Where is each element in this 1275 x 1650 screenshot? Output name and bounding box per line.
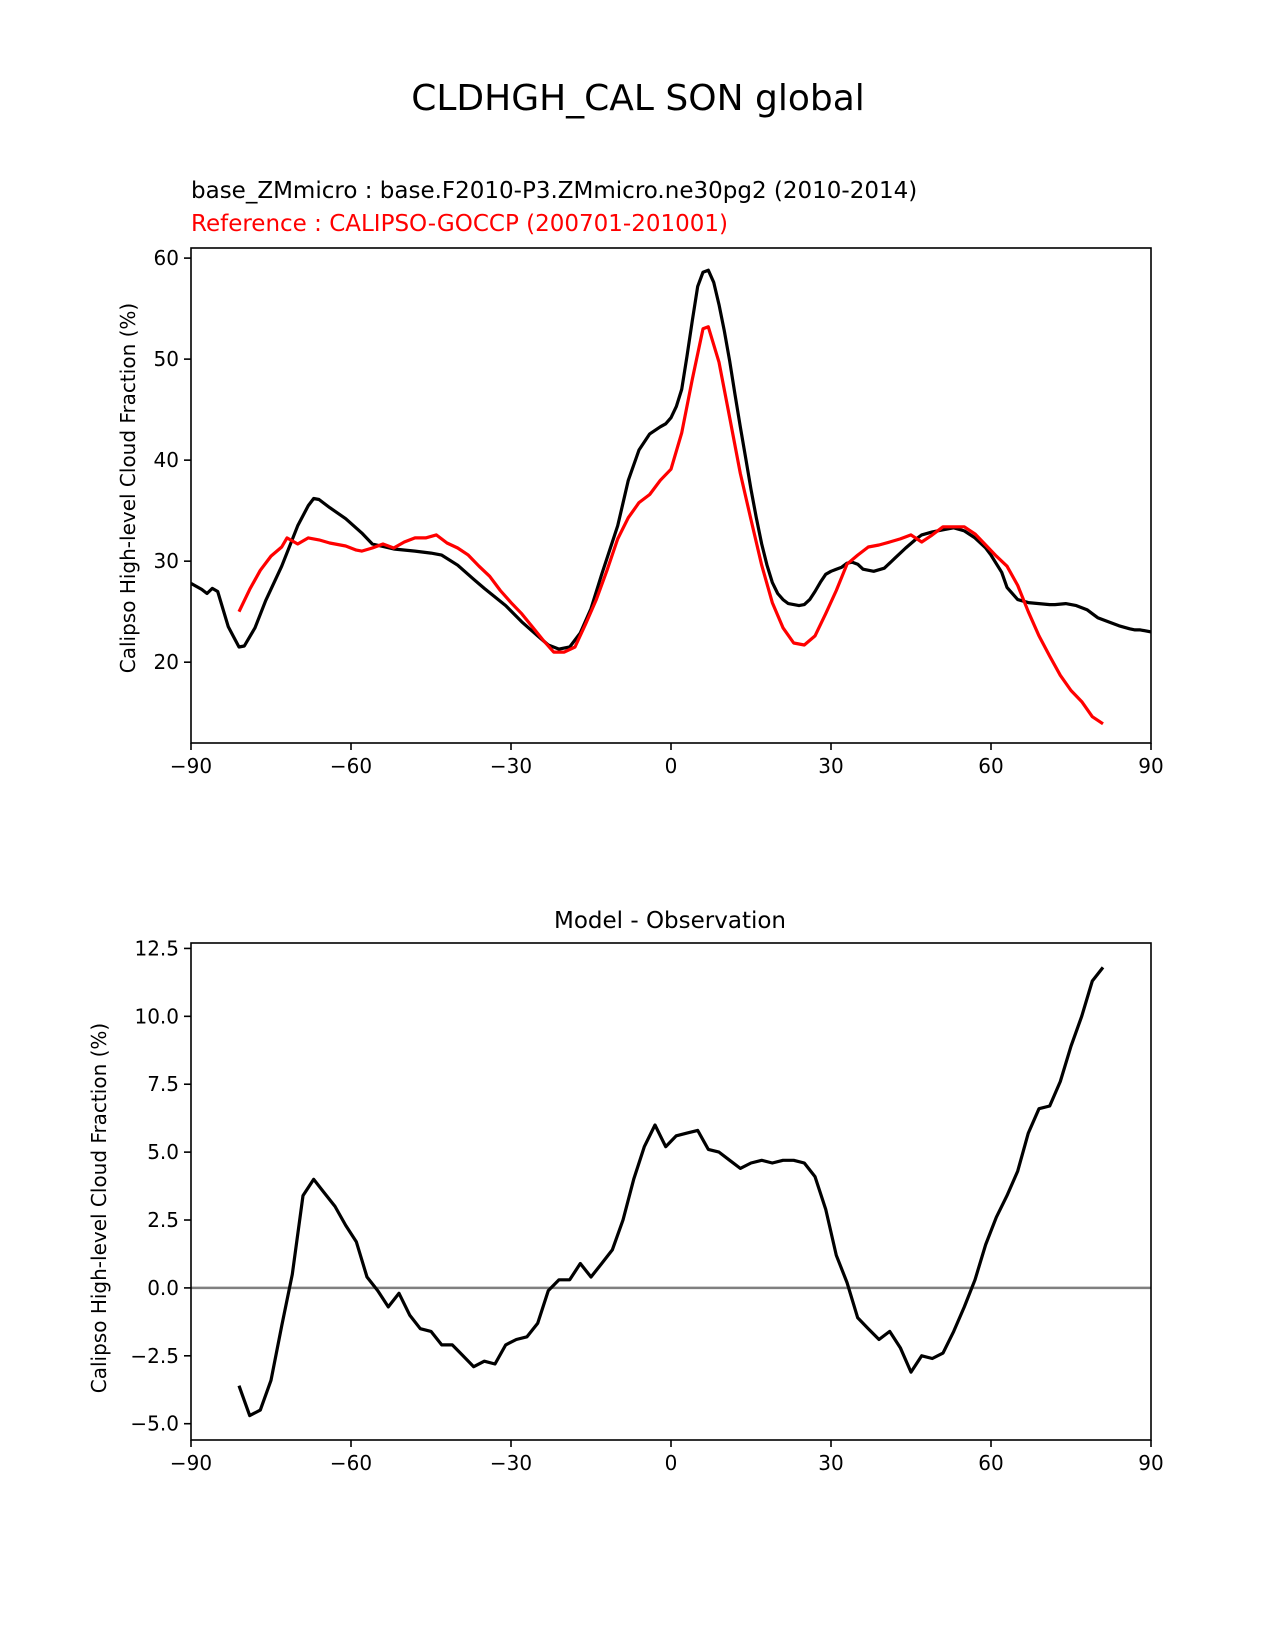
- reference-title: Reference : CALIPSO-GOCCP (200701-201001…: [191, 211, 728, 237]
- difference-panel: Model - Observation Calipso High-level C…: [87, 908, 1164, 1475]
- zonal-mean-panel: base_ZMmicro : base.F2010-P3.ZMmicro.ne3…: [116, 178, 1164, 778]
- bottom-ytick-label: 0.0: [147, 1276, 179, 1300]
- bottom-plot-area: −90 −60 −30 0 30 60 90 −5.0 −2.5 0.0 2.5 5.0 7.5 10.0…: [130, 936, 1163, 1475]
- top-xtick-label: −30: [490, 754, 532, 778]
- bottom-xtick-label: −30: [490, 1451, 532, 1475]
- top-ytick-label: 30: [154, 549, 179, 573]
- bottom-ytick-label: 12.5: [134, 936, 179, 960]
- bottom-ylabel: Calipso High-level Cloud Fraction (%): [87, 1023, 111, 1393]
- top-ylabel: Calipso High-level Cloud Fraction (%): [116, 303, 140, 673]
- model-title: base_ZMmicro : base.F2010-P3.ZMmicro.ne3…: [191, 178, 917, 204]
- top-ytick-label: 20: [154, 650, 179, 674]
- top-xtick-label: −90: [170, 754, 212, 778]
- top-plot-area: −90 −60 −30 0 30 60 90 20 30 40 50 60: [154, 246, 1164, 778]
- top-series-reference: [237, 325, 1104, 726]
- bottom-ytick-label: 5.0: [147, 1140, 179, 1164]
- bottom-xtick-label: 0: [665, 1451, 678, 1475]
- bottom-xtick-label: −90: [170, 1451, 212, 1475]
- bottom-xtick-label: 30: [818, 1451, 843, 1475]
- top-xtick-label: 90: [1138, 754, 1163, 778]
- bottom-series-model-observation: [237, 966, 1105, 1418]
- bottom-ytick-label: −2.5: [130, 1344, 179, 1368]
- bottom-xtick-label: −60: [330, 1451, 372, 1475]
- bottom-ytick-label: 10.0: [134, 1004, 179, 1028]
- top-xtick-label: −60: [330, 754, 372, 778]
- difference-title: Model - Observation: [554, 908, 786, 934]
- bottom-ytick-label: −5.0: [130, 1412, 179, 1436]
- top-xtick-label: 30: [818, 754, 843, 778]
- bottom-xtick-label: 90: [1138, 1451, 1163, 1475]
- top-series-base-zmmicro: [191, 268, 1151, 651]
- bottom-ytick-label: 2.5: [147, 1208, 179, 1232]
- figure-suptitle: CLDHGH_CAL SON global: [411, 78, 865, 119]
- top-ytick-label: 50: [154, 347, 179, 371]
- bottom-ytick-label: 7.5: [147, 1072, 179, 1096]
- top-ytick-label: 40: [154, 448, 179, 472]
- top-xtick-label: 60: [978, 754, 1003, 778]
- top-xtick-label: 0: [665, 754, 678, 778]
- bottom-xtick-label: 60: [978, 1451, 1003, 1475]
- top-ytick-label: 60: [154, 246, 179, 270]
